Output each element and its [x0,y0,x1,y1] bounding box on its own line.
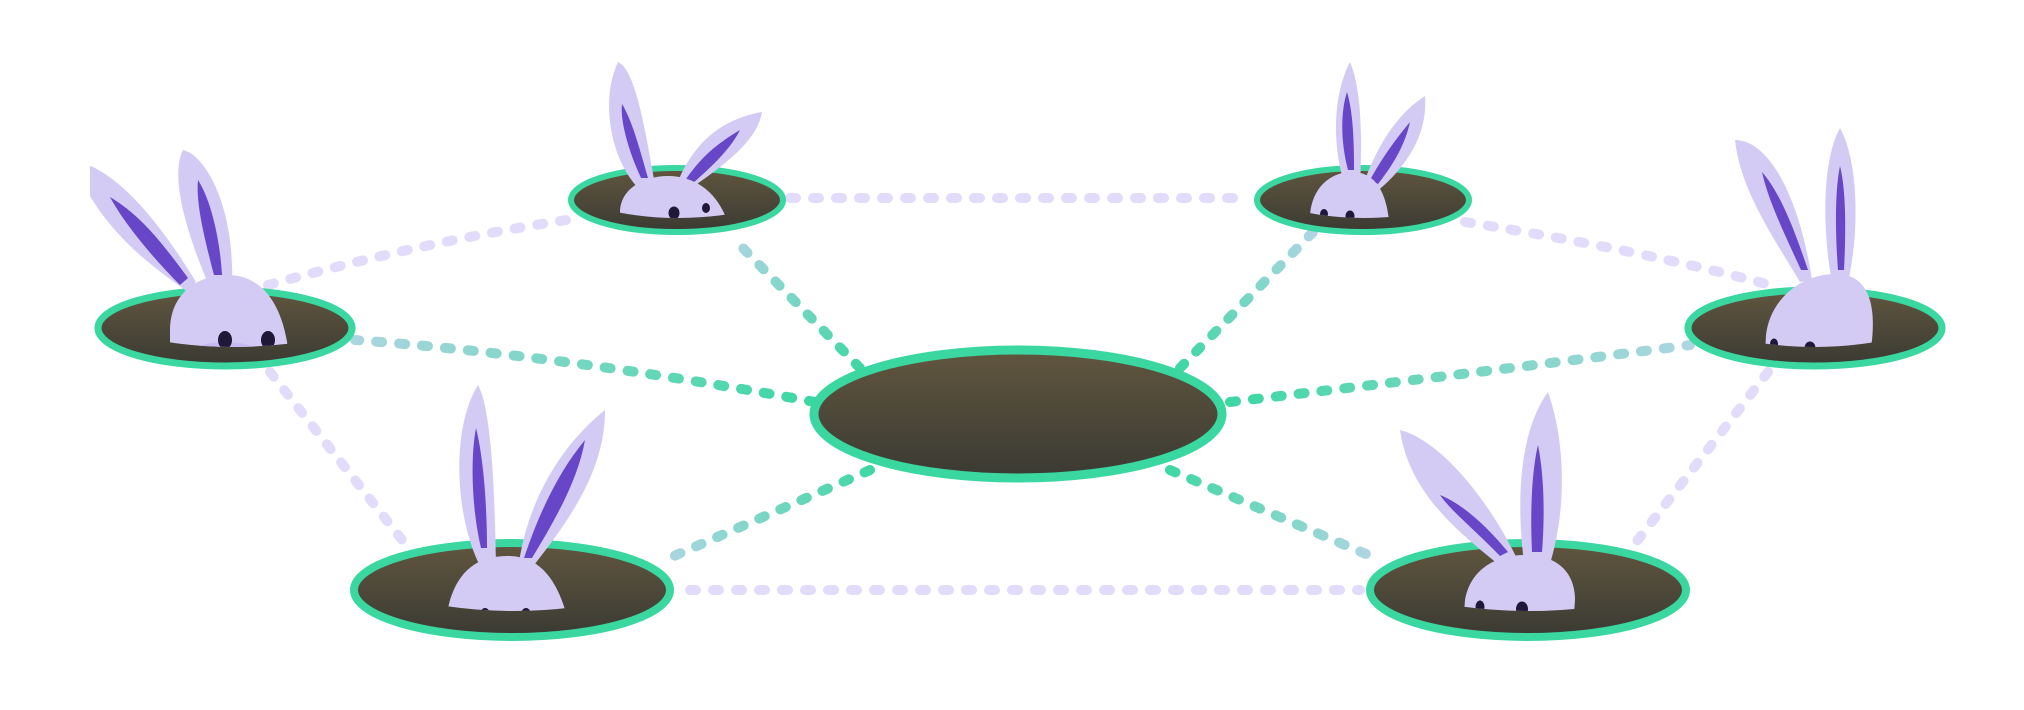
dotted-link [1225,340,1695,407]
bunnies [90,62,1873,611]
dotted-link [730,235,865,373]
bunny-icon [1400,392,1575,611]
dotted-link [1175,220,1325,373]
dotted-link [1625,367,1773,555]
connection-lines [263,193,1775,595]
central-hole [809,345,1227,483]
bunny-icon [1308,62,1426,218]
dotted-link [1460,217,1775,290]
holes [94,165,1946,641]
bunny-icon [90,150,290,347]
dotted-link [265,367,415,555]
dotted-link [263,213,585,290]
bunny-icon [1735,128,1873,347]
bunny-icon [440,385,605,611]
dotted-link [1165,465,1385,565]
dotted-link [350,335,820,407]
dotted-link [660,465,875,565]
bunny-icon [609,62,762,218]
